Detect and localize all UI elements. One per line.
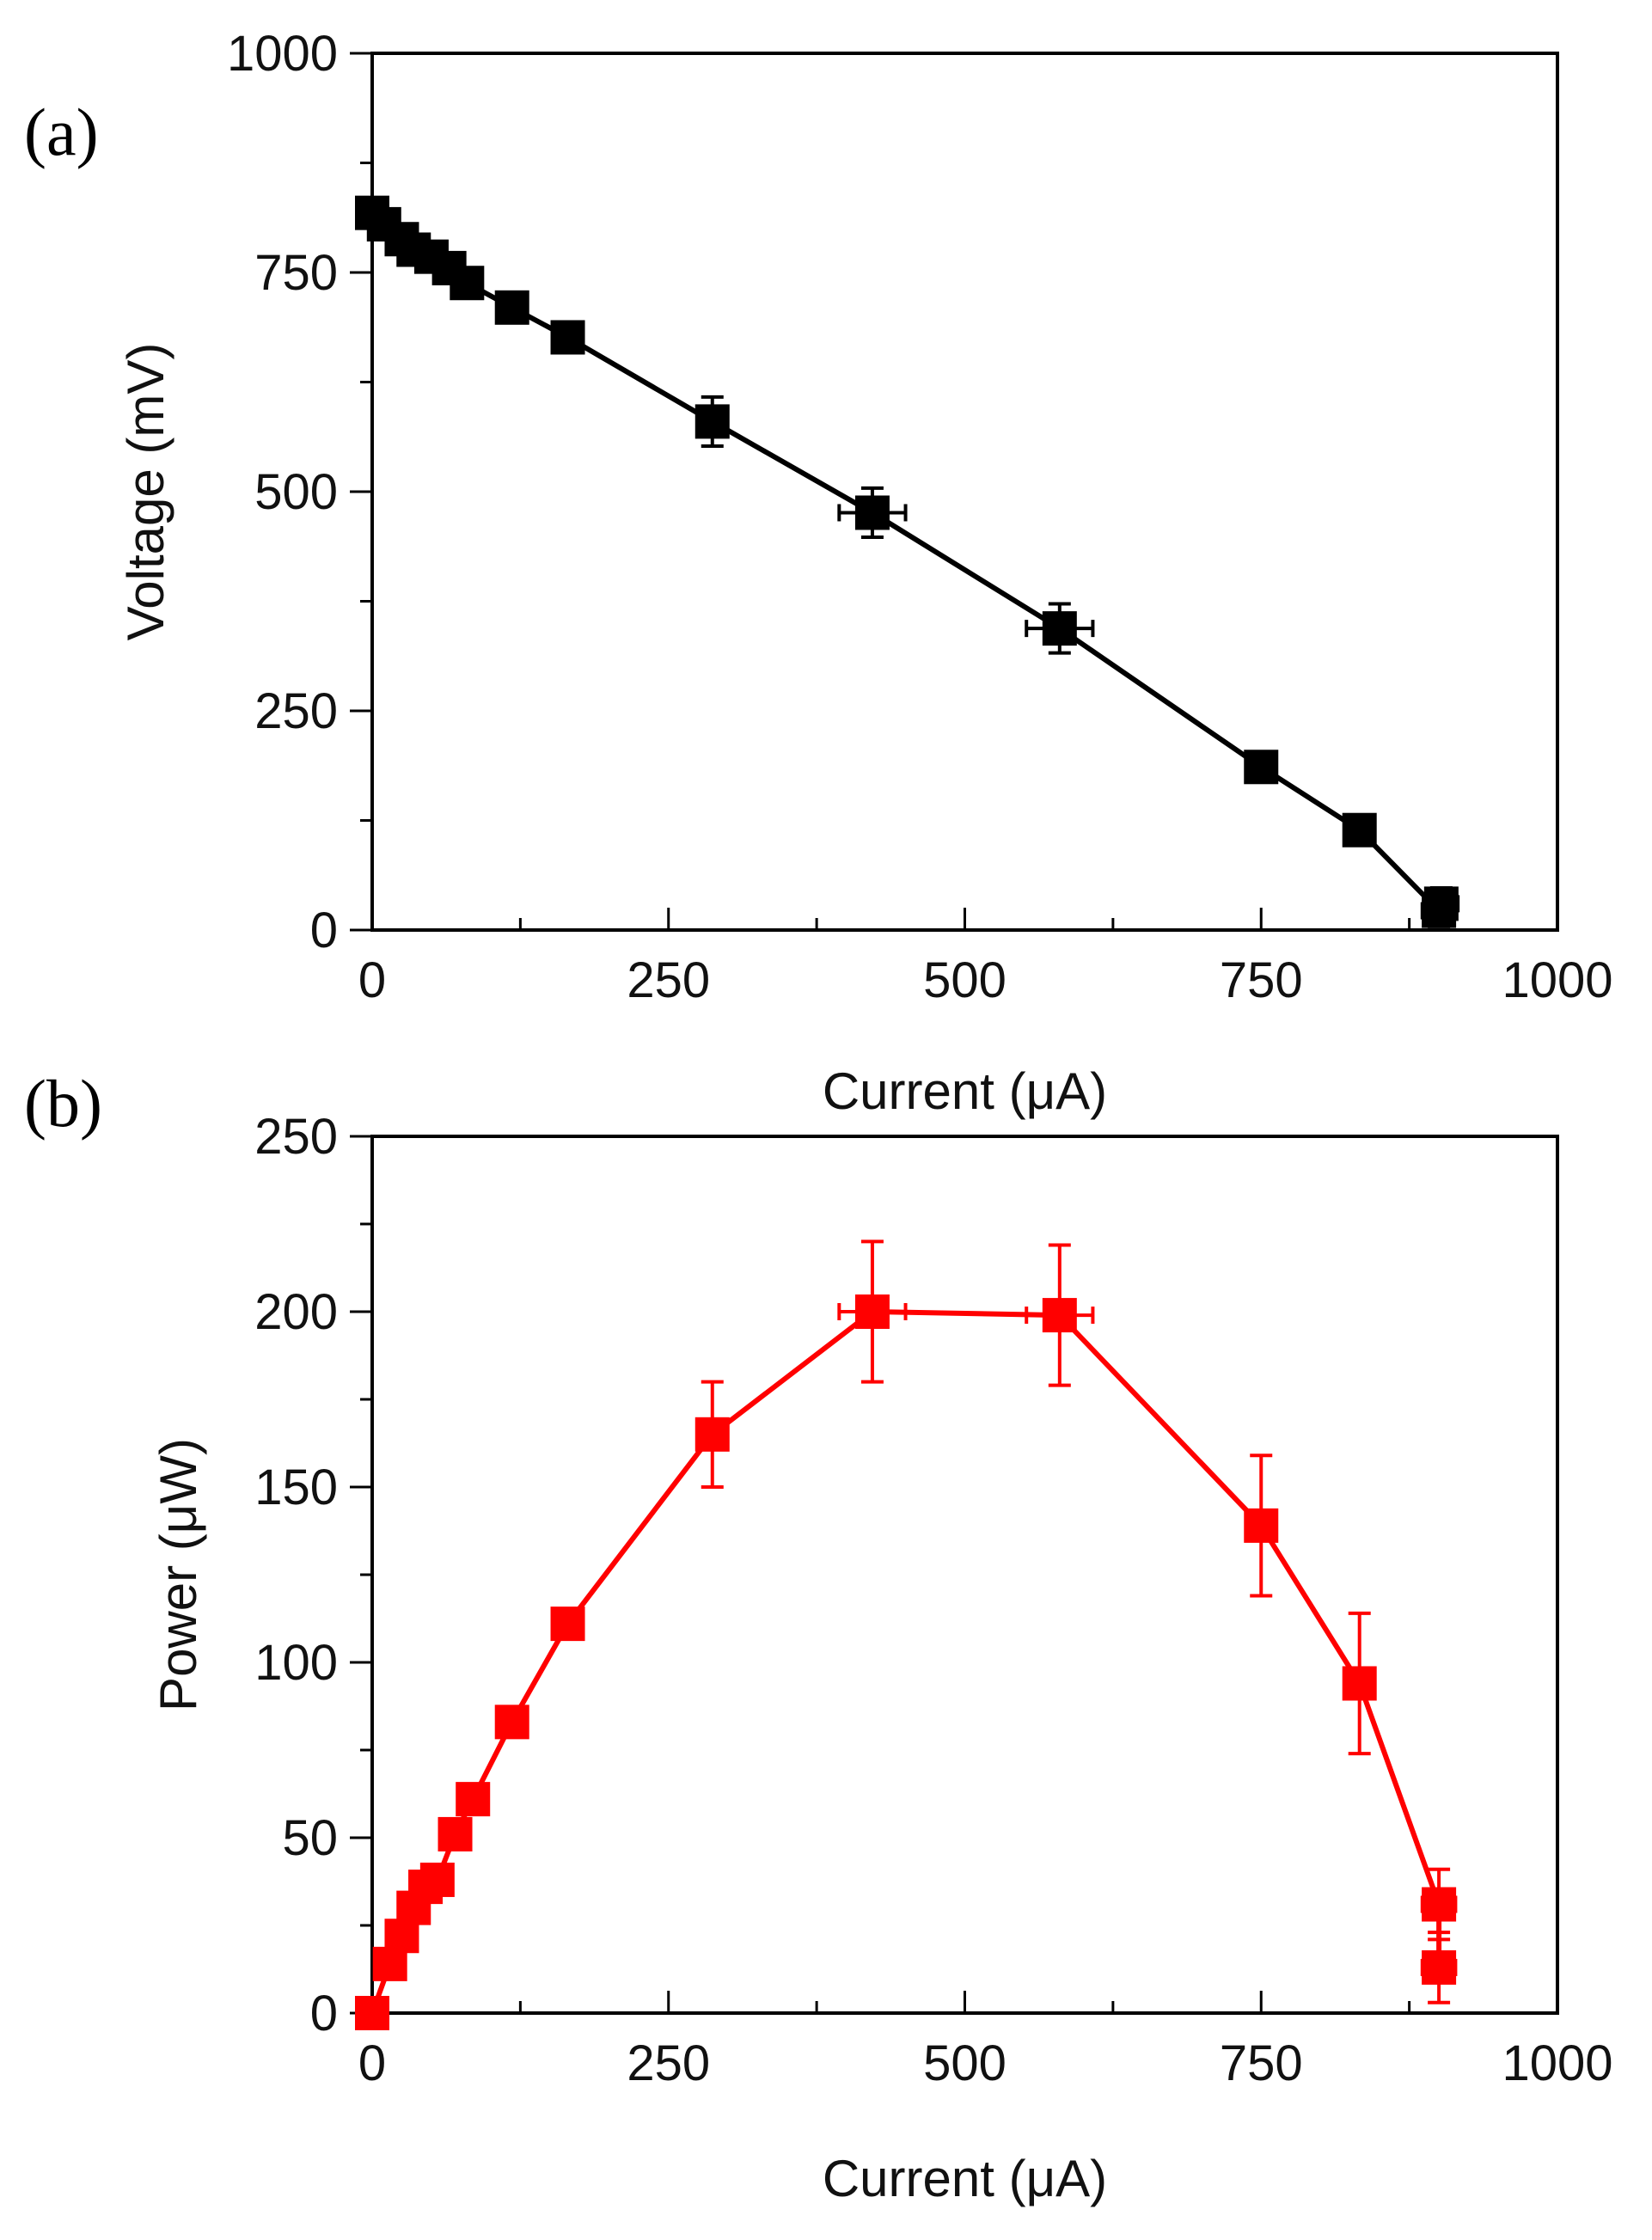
- chart-panel-b: 0 250 500 750 1000 0 50 100 150 200 250 Current (μA…: [24, 1066, 1613, 2207]
- x-tick-label: 1000: [1502, 2035, 1612, 2091]
- plot-frame: [370, 52, 1559, 932]
- y-tick-label: 0: [310, 903, 338, 958]
- y-axis-title: Power (μW): [150, 1438, 207, 1711]
- data-point: [355, 1996, 389, 2030]
- plot-frame: [370, 1135, 1559, 2015]
- data-point: [1042, 611, 1077, 646]
- x-tick-label: 250: [627, 2035, 710, 2091]
- y-tick-label: 500: [254, 464, 338, 520]
- y-tick-label: 750: [254, 245, 338, 301]
- y-tick-label: 150: [254, 1460, 338, 1515]
- data-point: [1342, 812, 1377, 848]
- panel-label: (a): [24, 95, 99, 169]
- data-point: [694, 404, 730, 439]
- y-axis-title: Voltage (mV): [117, 343, 174, 641]
- data-point: [1422, 1949, 1457, 1985]
- chart-panel-a: 0 250 500 750 1000 0 250 500 750 1000 Current (μA)…: [24, 26, 1613, 1120]
- y-tick-label: 0: [310, 1986, 338, 2041]
- y-tick-label: 100: [254, 1635, 338, 1691]
- data-point: [854, 1294, 890, 1329]
- data-point: [1244, 1508, 1279, 1543]
- data-point: [1244, 750, 1279, 785]
- x-axis-title: Current (μA): [823, 2150, 1107, 2207]
- data-point: [419, 1862, 455, 1897]
- x-tick-label: 250: [627, 952, 710, 1008]
- data-point: [1342, 1666, 1377, 1701]
- data-point: [1423, 886, 1459, 921]
- x-tick-label: 0: [358, 952, 386, 1008]
- x-tick-label: 500: [923, 952, 1006, 1008]
- data-point: [437, 1816, 473, 1851]
- panel-label: (b): [24, 1066, 102, 1141]
- series-line: [370, 211, 1444, 914]
- data-point: [494, 290, 529, 325]
- x-tick-label: 750: [1220, 952, 1303, 1008]
- series-line: [370, 1309, 1442, 2015]
- x-tick-label: 500: [923, 2035, 1006, 2091]
- x-tick-label: 1000: [1502, 952, 1612, 1008]
- data-point: [494, 1704, 529, 1740]
- data-point: [1042, 1298, 1077, 1333]
- x-axis-title: Current (μA): [823, 1062, 1107, 1120]
- y-tick-label: 1000: [227, 26, 338, 82]
- data-point: [550, 320, 585, 355]
- data-point: [450, 266, 485, 301]
- x-tick-label: 750: [1220, 2035, 1303, 2091]
- data-point: [550, 1607, 585, 1642]
- data-point: [694, 1417, 730, 1452]
- data-point: [1422, 1887, 1457, 1922]
- y-tick-label: 200: [254, 1284, 338, 1340]
- data-point: [854, 495, 890, 530]
- y-tick-label: 250: [254, 683, 338, 739]
- data-point: [456, 1782, 491, 1817]
- x-tick-label: 0: [358, 2035, 386, 2091]
- y-tick-label: 250: [254, 1109, 338, 1165]
- y-tick-label: 50: [282, 1810, 338, 1866]
